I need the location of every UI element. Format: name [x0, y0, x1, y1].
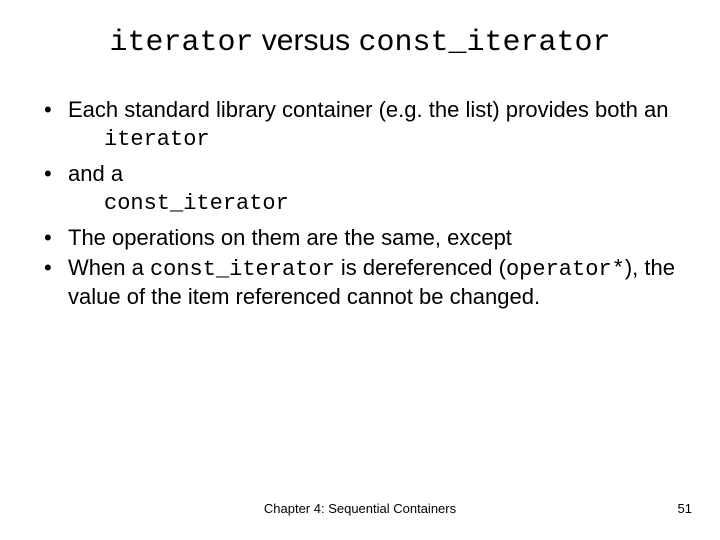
bullet-4: When a const_iterator is dereferenced (o…	[36, 254, 684, 311]
slide-body: Each standard library container (e.g. th…	[0, 68, 720, 311]
title-code-const-iterator: const_iterator	[359, 26, 611, 60]
footer-chapter: Chapter 4: Sequential Containers	[0, 501, 720, 516]
bullet-2-sub-code: const_iterator	[68, 190, 684, 219]
title-versus: versus	[253, 24, 358, 57]
bullet-4-mid: is dereferenced (	[335, 255, 506, 280]
bullet-1: Each standard library container (e.g. th…	[36, 96, 684, 154]
bullet-4-pre: When a	[68, 255, 150, 280]
title-code-iterator: iterator	[109, 26, 253, 60]
bullet-4-code-const-iterator: const_iterator	[150, 257, 335, 282]
bullet-2-text: and a	[68, 161, 123, 186]
bullet-4-code-operator-star: operator*	[506, 257, 625, 282]
bullet-1-text: Each standard library container (e.g. th…	[68, 97, 668, 122]
footer-page-number: 51	[678, 501, 692, 516]
slide-title: iterator versus const_iterator	[0, 0, 720, 68]
bullet-3-text: The operations on them are the same, exc…	[68, 225, 512, 250]
bullet-list: Each standard library container (e.g. th…	[36, 96, 684, 311]
slide: iterator versus const_iterator Each stan…	[0, 0, 720, 540]
bullet-3: The operations on them are the same, exc…	[36, 224, 684, 252]
bullet-1-sub-code: iterator	[68, 126, 684, 155]
bullet-2: and a const_iterator	[36, 160, 684, 218]
